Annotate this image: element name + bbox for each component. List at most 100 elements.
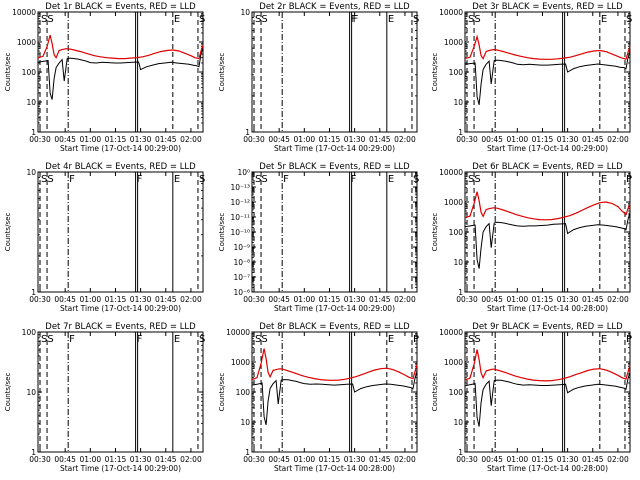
event-marker-label: SS	[255, 334, 268, 345]
y-tick-label: 1	[458, 288, 463, 297]
y-axis-label: Counts/sec	[431, 53, 439, 92]
x-tick-label: 02:00	[394, 295, 416, 304]
x-tick-label: 01:00	[294, 295, 316, 304]
series-line-events	[464, 371, 631, 427]
x-tick-label: 00:45	[268, 295, 290, 304]
x-tick-label: 01:30	[130, 295, 152, 304]
y-tick-label: 100	[22, 68, 37, 77]
y-axis-label: Counts/sec	[218, 53, 226, 92]
y-axis-label: Counts/sec	[431, 373, 439, 412]
plot-frame	[37, 171, 204, 293]
x-tick-label: 02:00	[607, 135, 629, 144]
event-marker-label: F	[353, 14, 359, 25]
event-marker-label: E	[601, 174, 607, 185]
y-tick-label: 100	[449, 68, 464, 77]
x-tick-label: 00:30	[243, 455, 265, 464]
y-axis-label: Counts/sec	[4, 373, 12, 412]
x-axis-label: Start Time (17-Oct-14 00:28:00)	[487, 464, 608, 473]
y-tick-label: 1000	[17, 38, 36, 47]
x-tick-label: 01:15	[105, 455, 127, 464]
x-tick-label: 00:45	[481, 295, 503, 304]
y-tick-label: 1	[245, 448, 250, 457]
x-tick-label: 00:30	[243, 135, 265, 144]
x-tick-label: 02:00	[394, 135, 416, 144]
x-tick-label: 01:15	[319, 295, 341, 304]
event-marker-label: P	[626, 334, 632, 345]
chart-title: Det 8r BLACK = Events, RED = LLD	[259, 322, 410, 332]
y-tick-label: 10	[26, 388, 36, 397]
series-line-lld	[464, 34, 631, 60]
y-tick-label: 10⁻⁹	[233, 243, 250, 252]
x-tick-label: 00:45	[481, 455, 503, 464]
x-tick-label: 00:30	[243, 295, 265, 304]
x-tick-label: 01:45	[155, 455, 177, 464]
x-tick-label: 02:00	[180, 455, 202, 464]
x-axis-label: Start Time (17-Oct-14 00:29:00)	[274, 304, 395, 313]
event-marker-label: S	[413, 174, 419, 185]
x-tick-label: 02:00	[180, 295, 202, 304]
y-axis-label: Counts/sec	[218, 373, 226, 412]
event-marker-label: P	[413, 334, 419, 345]
chart-title: Det 3r BLACK = Events, RED = LLD	[472, 2, 623, 12]
x-tick-label: 01:30	[344, 295, 366, 304]
event-marker-label: SS	[41, 334, 54, 345]
y-tick-label: 10000	[439, 328, 463, 337]
y-tick-label: 10⁻¹⁰	[230, 228, 250, 237]
x-tick-label: 01:15	[532, 135, 554, 144]
x-tick-label: 01:30	[130, 455, 152, 464]
x-tick-label: 01:45	[369, 295, 391, 304]
y-tick-label: 1	[458, 128, 463, 137]
y-tick-label: 1	[458, 448, 463, 457]
y-tick-label: 10	[453, 258, 463, 267]
x-tick-label: 00:30	[29, 455, 51, 464]
y-tick-label: 10	[453, 98, 463, 107]
x-tick-label: 00:45	[54, 135, 76, 144]
chart-panel-6: Det 6r BLACK = Events, RED = LLD Counts/s…	[431, 162, 632, 313]
event-marker-label: E	[601, 14, 607, 25]
x-tick-label: 01:00	[80, 135, 102, 144]
x-tick-label: 01:30	[557, 455, 579, 464]
y-axis-label: Counts/sec	[4, 53, 12, 92]
event-marker-label: F	[283, 174, 289, 185]
x-tick-label: 00:45	[481, 135, 503, 144]
series-line-lld	[251, 348, 418, 381]
x-tick-label: 02:00	[607, 455, 629, 464]
x-axis-label: Start Time (17-Oct-14 00:29:00)	[274, 144, 395, 153]
event-marker-label: P	[626, 174, 632, 185]
y-tick-label: 10000	[226, 328, 250, 337]
event-marker-label: F	[69, 334, 75, 345]
x-tick-label: 01:00	[80, 295, 102, 304]
x-tick-label: 01:45	[155, 135, 177, 144]
x-tick-label: 01:45	[582, 295, 604, 304]
series-line-events	[37, 46, 204, 100]
y-tick-label: 10⁻⁶	[233, 288, 250, 297]
x-tick-label: 01:30	[557, 135, 579, 144]
event-marker-label: SS	[255, 14, 268, 25]
chart-panel-3: Det 3r BLACK = Events, RED = LLD Counts/s…	[431, 2, 632, 153]
event-marker-label: SS	[255, 174, 268, 185]
x-tick-label: 01:45	[155, 295, 177, 304]
plot-frame	[251, 11, 418, 133]
series-line-events	[464, 50, 631, 106]
x-axis-label: Start Time (17-Oct-14 00:29:00)	[60, 464, 181, 473]
y-tick-label: 100	[449, 388, 464, 397]
event-marker-label: F	[137, 174, 143, 185]
x-tick-label: 01:00	[507, 455, 529, 464]
y-tick-label: 1	[31, 288, 36, 297]
series-line-events	[251, 371, 418, 426]
event-marker-label: F	[69, 174, 75, 185]
event-marker-label: E	[174, 334, 180, 345]
x-axis-label: Start Time (17-Oct-14 00:28:00)	[487, 304, 608, 313]
chart-title: Det 4r BLACK = Events, RED = LLD	[45, 162, 196, 172]
x-tick-label: 00:30	[456, 295, 478, 304]
y-axis-label: Counts/sec	[218, 213, 226, 252]
y-tick-label: 1	[31, 448, 36, 457]
y-axis-label: Counts/sec	[4, 213, 12, 252]
x-tick-label: 00:30	[456, 135, 478, 144]
x-tick-label: 01:15	[532, 295, 554, 304]
event-marker-label: F	[351, 14, 357, 25]
x-tick-label: 02:00	[394, 455, 416, 464]
y-tick-label: 10⁻⁷	[233, 273, 250, 282]
x-tick-label: 01:00	[507, 295, 529, 304]
y-tick-label: 1	[245, 128, 250, 137]
